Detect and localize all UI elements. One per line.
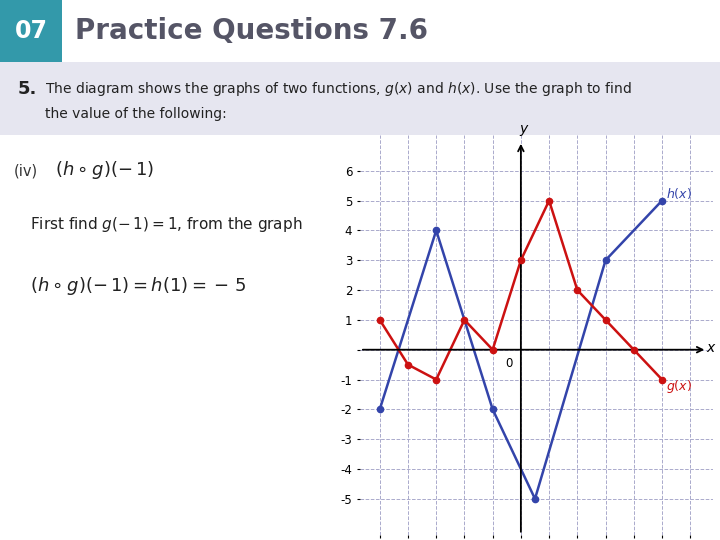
Text: $\mathit{g}(x)$: $\mathit{g}(x)$ xyxy=(666,378,692,395)
Text: (iv): (iv) xyxy=(14,163,38,178)
Text: The diagram shows the graphs of two functions, $g(x)$ and $h(x)$. Use the graph : The diagram shows the graphs of two func… xyxy=(45,80,632,98)
Text: $(\mathit{h} \circ \mathit{g})(-\,1) = \mathit{h}(1) = -\,5$: $(\mathit{h} \circ \mathit{g})(-\,1) = \… xyxy=(30,275,247,297)
Text: $x$: $x$ xyxy=(706,341,716,355)
Bar xyxy=(0,0,62,62)
Text: $\mathit{h}(x)$: $\mathit{h}(x)$ xyxy=(666,186,692,201)
Text: 07: 07 xyxy=(14,19,48,43)
Text: $(\mathit{h} \circ \mathit{g})(-\,1)$: $(\mathit{h} \circ \mathit{g})(-\,1)$ xyxy=(55,159,154,181)
Text: the value of the following:: the value of the following: xyxy=(45,107,227,121)
Text: 5.: 5. xyxy=(18,80,37,98)
Text: 0: 0 xyxy=(505,357,513,370)
Text: $y$: $y$ xyxy=(519,123,530,138)
Text: Practice Questions 7.6: Practice Questions 7.6 xyxy=(75,17,428,45)
Text: First find $\mathit{g}(-\,1) = 1$, from the graph: First find $\mathit{g}(-\,1) = 1$, from … xyxy=(30,215,302,234)
